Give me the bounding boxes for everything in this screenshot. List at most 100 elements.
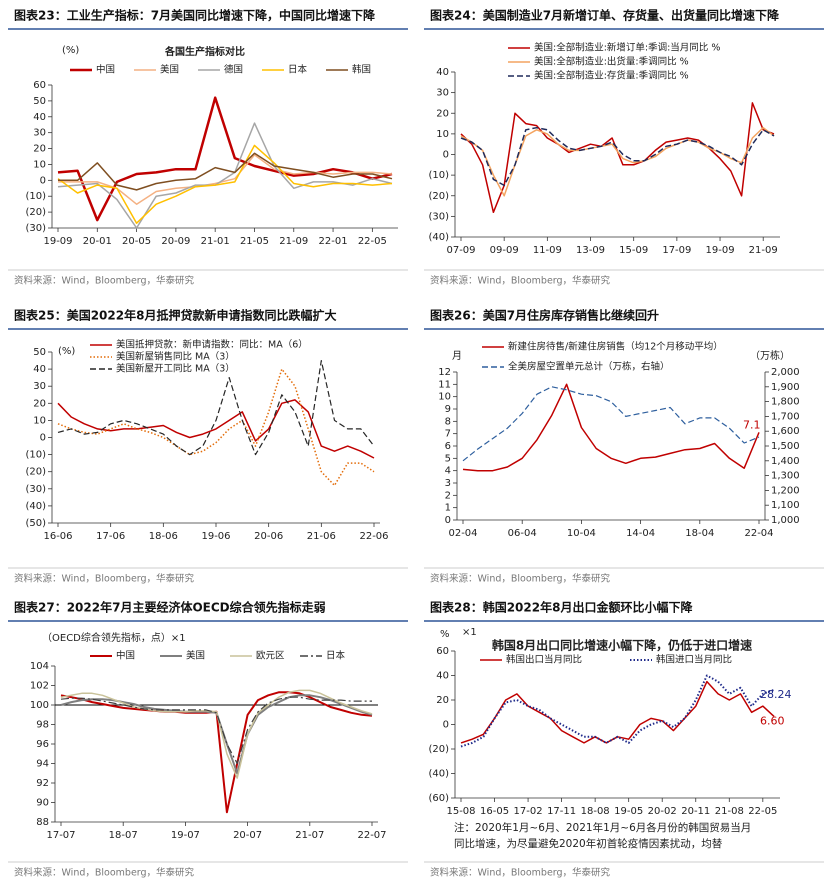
legend-label: 韩国出口当月同比 <box>506 654 582 666</box>
legend-label: 全美房屋空置单元总计（万栋，右轴） <box>508 361 670 373</box>
x-tick-label: 22-04 <box>744 528 773 539</box>
x-tick-label: 20-11 <box>681 806 710 817</box>
x-tick-label: 17-07 <box>46 830 75 841</box>
y-tick-label: 4 <box>445 466 451 477</box>
series-line <box>462 383 760 472</box>
y-tick-label: (20) <box>428 191 449 202</box>
y-tick-label: 20 <box>436 695 449 706</box>
x-tick-label: 19-09 <box>706 245 735 256</box>
y-tick-label: (10) <box>428 170 449 181</box>
legend-label: 美国抵押贷款：新申请指数：同比：MA（6） <box>116 339 308 351</box>
y-tick-label: 102 <box>30 681 49 692</box>
y-tick-label: 104 <box>30 661 49 672</box>
x-tick-label: 19-07 <box>171 830 200 841</box>
chart-subtitle: 各国生产指标对比 <box>164 45 245 58</box>
y-tick-label: 11 <box>438 379 451 390</box>
y-tick-label: 40 <box>33 112 46 123</box>
y-tick-label: 12 <box>438 367 451 378</box>
y-unit: 月 <box>452 350 462 362</box>
x-tick-label: 21-07 <box>295 830 324 841</box>
y-tick-label: (40) <box>428 232 449 243</box>
y2-tick-label: 1,600 <box>771 426 800 437</box>
series-line <box>57 122 393 229</box>
x-tick-label: 15-09 <box>619 245 648 256</box>
y-tick-label: 10 <box>33 415 46 426</box>
figure-title: 图表26：美国7月住房库存销售比继续回升 <box>430 308 659 323</box>
legend-label: 德国 <box>224 64 243 76</box>
source: 资料来源：Wind，Bloomberg，华泰研究 <box>14 573 195 585</box>
y-unit: (%) <box>58 346 75 357</box>
legend-label: 美国新屋开工同比 MA（3） <box>116 363 235 375</box>
x-tick-label: 21-01 <box>201 236 230 247</box>
x-tick-label: 18-08 <box>581 806 610 817</box>
x-tick-label: 20-09 <box>161 236 190 247</box>
x-tick-label: 21-09 <box>749 245 778 256</box>
series-line <box>57 399 375 459</box>
x-tick-label: 18-07 <box>109 830 138 841</box>
legend-label: 新建住房待售/新建住房销售（均12个月移动平均） <box>508 341 723 353</box>
y-unit: （OECD综合领先指标，点）×1 <box>42 631 186 644</box>
x-tick-label: 21-06 <box>307 531 336 542</box>
y-tick-label: (20) <box>428 744 449 755</box>
y-tick-label: 30 <box>33 381 46 392</box>
figure-title: 图表24：美国制造业7月新增订单、存货量、出货量同比增速下降 <box>430 8 780 23</box>
source: 资料来源：Wind，Bloomberg，华泰研究 <box>14 867 195 879</box>
note: 注：2020年1月~6月、2021年1月~6月各月份的韩国贸易当月 <box>454 821 751 834</box>
y-tick-label: 30 <box>33 128 46 139</box>
y-tick-label: 40 <box>436 67 449 78</box>
y-tick-label: (40) <box>428 769 449 780</box>
y-tick-label: (10) <box>25 450 46 461</box>
legend-label: 中国 <box>116 650 135 662</box>
legend-label: 韩国进口当月同比 <box>656 654 732 666</box>
series-line <box>460 102 775 214</box>
y-tick-label: 88 <box>36 817 49 828</box>
x-tick-label: 14-04 <box>626 528 655 539</box>
series-line <box>60 696 372 765</box>
y-tick-label: 96 <box>36 739 49 750</box>
x-tick-label: 22-07 <box>357 830 386 841</box>
series-line <box>60 691 373 814</box>
x-tick-label: 16-06 <box>43 531 72 542</box>
x-tick-label: 22-05 <box>358 236 387 247</box>
x-tick-label: 19-05 <box>614 806 643 817</box>
x-tick-label: 21-05 <box>240 236 269 247</box>
x-tick-label: 20-02 <box>648 806 677 817</box>
series-line <box>60 694 373 775</box>
y2-tick-label: 1,000 <box>771 515 800 526</box>
figure-title: 图表23：工业生产指标：7月美国同比增速下降，中国同比增速下降 <box>14 8 376 23</box>
y-tick-label: 92 <box>36 778 49 789</box>
x-tick-label: 22-01 <box>319 236 348 247</box>
legend-label: 美国 <box>160 64 179 76</box>
legend-label: 中国 <box>96 64 115 76</box>
figure-title: 图表25：美国2022年8月抵押贷款新申请指数同比跌幅扩大 <box>14 308 336 323</box>
y-tick-label: 10 <box>438 392 451 403</box>
y2-tick-label: 1,700 <box>771 411 800 422</box>
y2-tick-label: 2,000 <box>771 367 800 378</box>
x-tick-label: 13-09 <box>576 245 605 256</box>
x-tick-label: 19-06 <box>201 531 230 542</box>
x-tick-label: 18-06 <box>149 531 178 542</box>
y-tick-label: 98 <box>36 720 49 731</box>
x-tick-label: 09-09 <box>490 245 519 256</box>
series-line <box>460 674 775 748</box>
legend-label: 美国:全部制造业:存货量:季调同比 % <box>534 70 689 82</box>
y-tick-label: 60 <box>33 80 46 91</box>
y-tick-label: 10 <box>33 159 46 170</box>
legend-label: 日本 <box>288 64 308 76</box>
x-tick-label: 22-06 <box>359 531 388 542</box>
x-tick-label: 20-06 <box>254 531 283 542</box>
end-label: 6.60 <box>760 714 785 727</box>
y-tick-label: 50 <box>33 96 46 107</box>
y-tick-label: (20) <box>25 207 46 218</box>
y-tick-label: (50) <box>25 518 46 529</box>
series-line <box>57 144 393 224</box>
legend-label: 韩国 <box>352 64 371 76</box>
legend-label: 美国 <box>186 650 205 662</box>
x-tick-label: 20-07 <box>233 830 262 841</box>
y-tick-label: 20 <box>33 144 46 155</box>
y-tick-label: 1 <box>445 503 451 514</box>
y-tick-label: (30) <box>25 484 46 495</box>
series-line <box>462 386 760 462</box>
y-tick-label: (40) <box>25 501 46 512</box>
chart-subtitle: 韩国8月出口同比增速小幅下降，仍低于进口增速 <box>492 638 752 653</box>
